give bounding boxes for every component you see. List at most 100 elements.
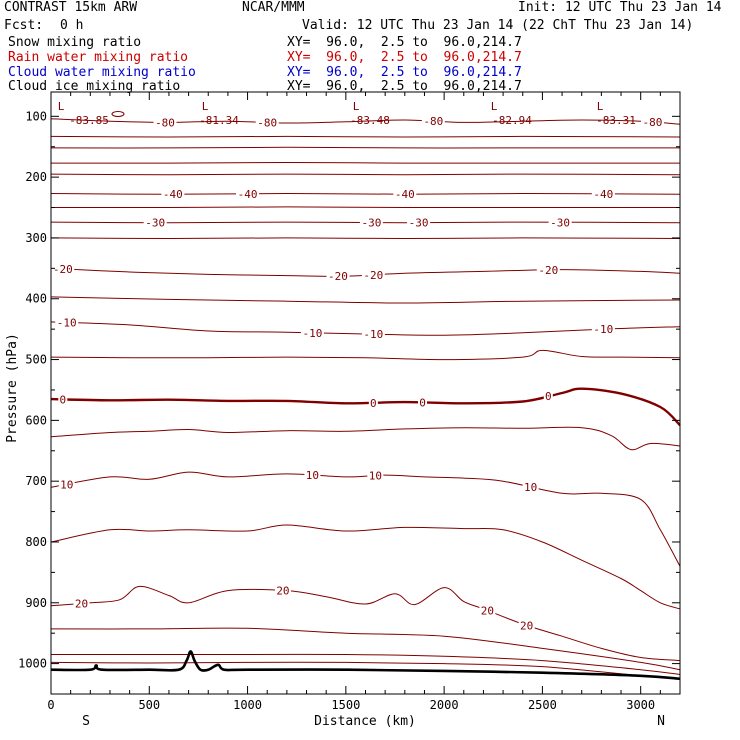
y-tick-label: 300 [25, 231, 47, 245]
y-tick-label: 600 [25, 413, 47, 427]
y-tick-label: 800 [25, 535, 47, 549]
field-name-snow: Snow mixing ratio [8, 35, 142, 50]
contour-line-m15 [50, 296, 681, 304]
init-time: Init: 12 UTC Thu 23 Jan 14 [518, 0, 722, 15]
contour-line-m60 [50, 146, 680, 149]
x-axis-label: Distance (km) [314, 714, 416, 729]
contour-label-bg [359, 216, 383, 229]
x-end-label-left: S [82, 714, 90, 729]
minimum-value: -83.31 [596, 114, 636, 127]
contour-label: -40 [163, 188, 183, 201]
contour-label: -20 [363, 269, 383, 282]
x-tick-label: 500 [138, 698, 160, 712]
contour-label-bg [518, 619, 535, 632]
closed-contour [111, 111, 125, 117]
minimum-marker: L [597, 100, 604, 113]
y-tick-label: 200 [25, 170, 47, 184]
contour-label: -10 [593, 323, 613, 336]
x-tick-label: 2000 [430, 698, 459, 712]
contour-label-bg [236, 187, 260, 200]
contour-label-bg [361, 328, 385, 341]
field-name-cloudwater: Cloud water mixing ratio [8, 65, 196, 80]
contour-line-20 [50, 585, 681, 662]
contour-label-bg [367, 469, 384, 482]
org-label: NCAR/MMM [242, 0, 305, 15]
contour-label-bg [418, 396, 428, 409]
contour-label-bg [58, 393, 68, 406]
contour-label: -80 [423, 115, 443, 128]
terrain-layer [50, 650, 681, 681]
minimum-marker: L [202, 100, 209, 113]
terrain-line [50, 650, 681, 681]
contour-label: -30 [145, 217, 165, 230]
contour-label: -40 [395, 188, 415, 201]
y-tick-label: 1000 [18, 657, 47, 671]
contour-label-bg [368, 396, 378, 409]
field-xy-rain: XY= 96.0, 2.5 to 96.0,214.7 [287, 50, 522, 65]
contour-label-bg [543, 389, 553, 402]
fcst-label: Fcst: [4, 18, 44, 33]
contour-label: 0 [545, 390, 552, 403]
axes: 0 500 1000 1500 2000 2500 30001002003004005006… [18, 92, 680, 712]
contour-label-bg [51, 262, 75, 275]
x-tick-label: 2500 [528, 698, 557, 712]
y-tick-label: 900 [25, 596, 47, 610]
contour-line-m70 [50, 135, 681, 138]
contour-line-5 [50, 426, 681, 451]
field-name-rain: Rain water mixing ratio [8, 50, 189, 65]
contour-label: 20 [276, 585, 289, 598]
contour-label-bg [361, 268, 385, 281]
contour-label: 10 [369, 470, 382, 483]
minimum-marker: L [58, 100, 65, 113]
contour-label: 20 [520, 619, 533, 632]
minimum-value: -82.94 [492, 114, 532, 127]
contour-label: -10 [57, 316, 77, 329]
contour-line-10 [50, 471, 681, 567]
x-tick-label: 1000 [233, 698, 262, 712]
contour-label: 20 [481, 604, 494, 617]
contour-label: -80 [155, 116, 175, 129]
x-tick-label: 0 [47, 698, 54, 712]
contour-line-30 [51, 653, 681, 675]
contour-label-bg [153, 116, 177, 129]
contour-label: 0 [59, 393, 66, 406]
contour-line-0 [50, 387, 681, 427]
contour-label: -30 [361, 217, 381, 230]
contour-label: -20 [538, 264, 558, 277]
y-tick-label: 400 [25, 292, 47, 306]
contour-label-bg [522, 480, 539, 493]
x-tick-label: 1500 [331, 698, 360, 712]
minimum-marker: L [353, 100, 360, 113]
contour-label-bg [407, 216, 431, 229]
contour-label-bg [421, 115, 445, 128]
contour-label: -10 [363, 328, 383, 341]
field-xy-snow: XY= 96.0, 2.5 to 96.0,214.7 [287, 35, 522, 50]
contour-lines: -80 -80 -80 -80 -40 -40 -40 -40 -30 -30 -30 -30 -20 -… [50, 115, 681, 680]
contour-label: -30 [550, 216, 570, 229]
contour-label-bg [591, 323, 615, 336]
contour-label: -80 [643, 116, 663, 129]
contour-line-25 [50, 627, 681, 671]
contour-label: -30 [409, 217, 429, 230]
contour-label: 0 [370, 397, 377, 410]
y-tick-label: 700 [25, 474, 47, 488]
contour-line-m40 [50, 192, 681, 195]
contour-line-m25 [50, 237, 681, 240]
contour-label-bg [304, 469, 321, 482]
minimum-marker: L [491, 100, 498, 113]
contour-label: -40 [238, 188, 258, 201]
field-xy-cloudice: XY= 96.0, 2.5 to 96.0,214.7 [287, 79, 522, 94]
y-tick-label: 500 [25, 353, 47, 367]
contour-label-bg [161, 188, 185, 201]
contour-label-bg [548, 216, 572, 229]
contour-label: -20 [53, 263, 73, 276]
contour-label-bg [536, 263, 560, 276]
x-end-label-right: N [657, 714, 665, 729]
contour-label-bg [55, 316, 79, 329]
contour-line-m35 [50, 206, 680, 209]
contour-label-bg [73, 597, 90, 610]
y-axis-label: Pressure (hPa) [5, 333, 20, 443]
contour-label-bg [326, 270, 350, 283]
contour-label-bg [274, 584, 291, 597]
contour-label-bg [58, 478, 75, 491]
